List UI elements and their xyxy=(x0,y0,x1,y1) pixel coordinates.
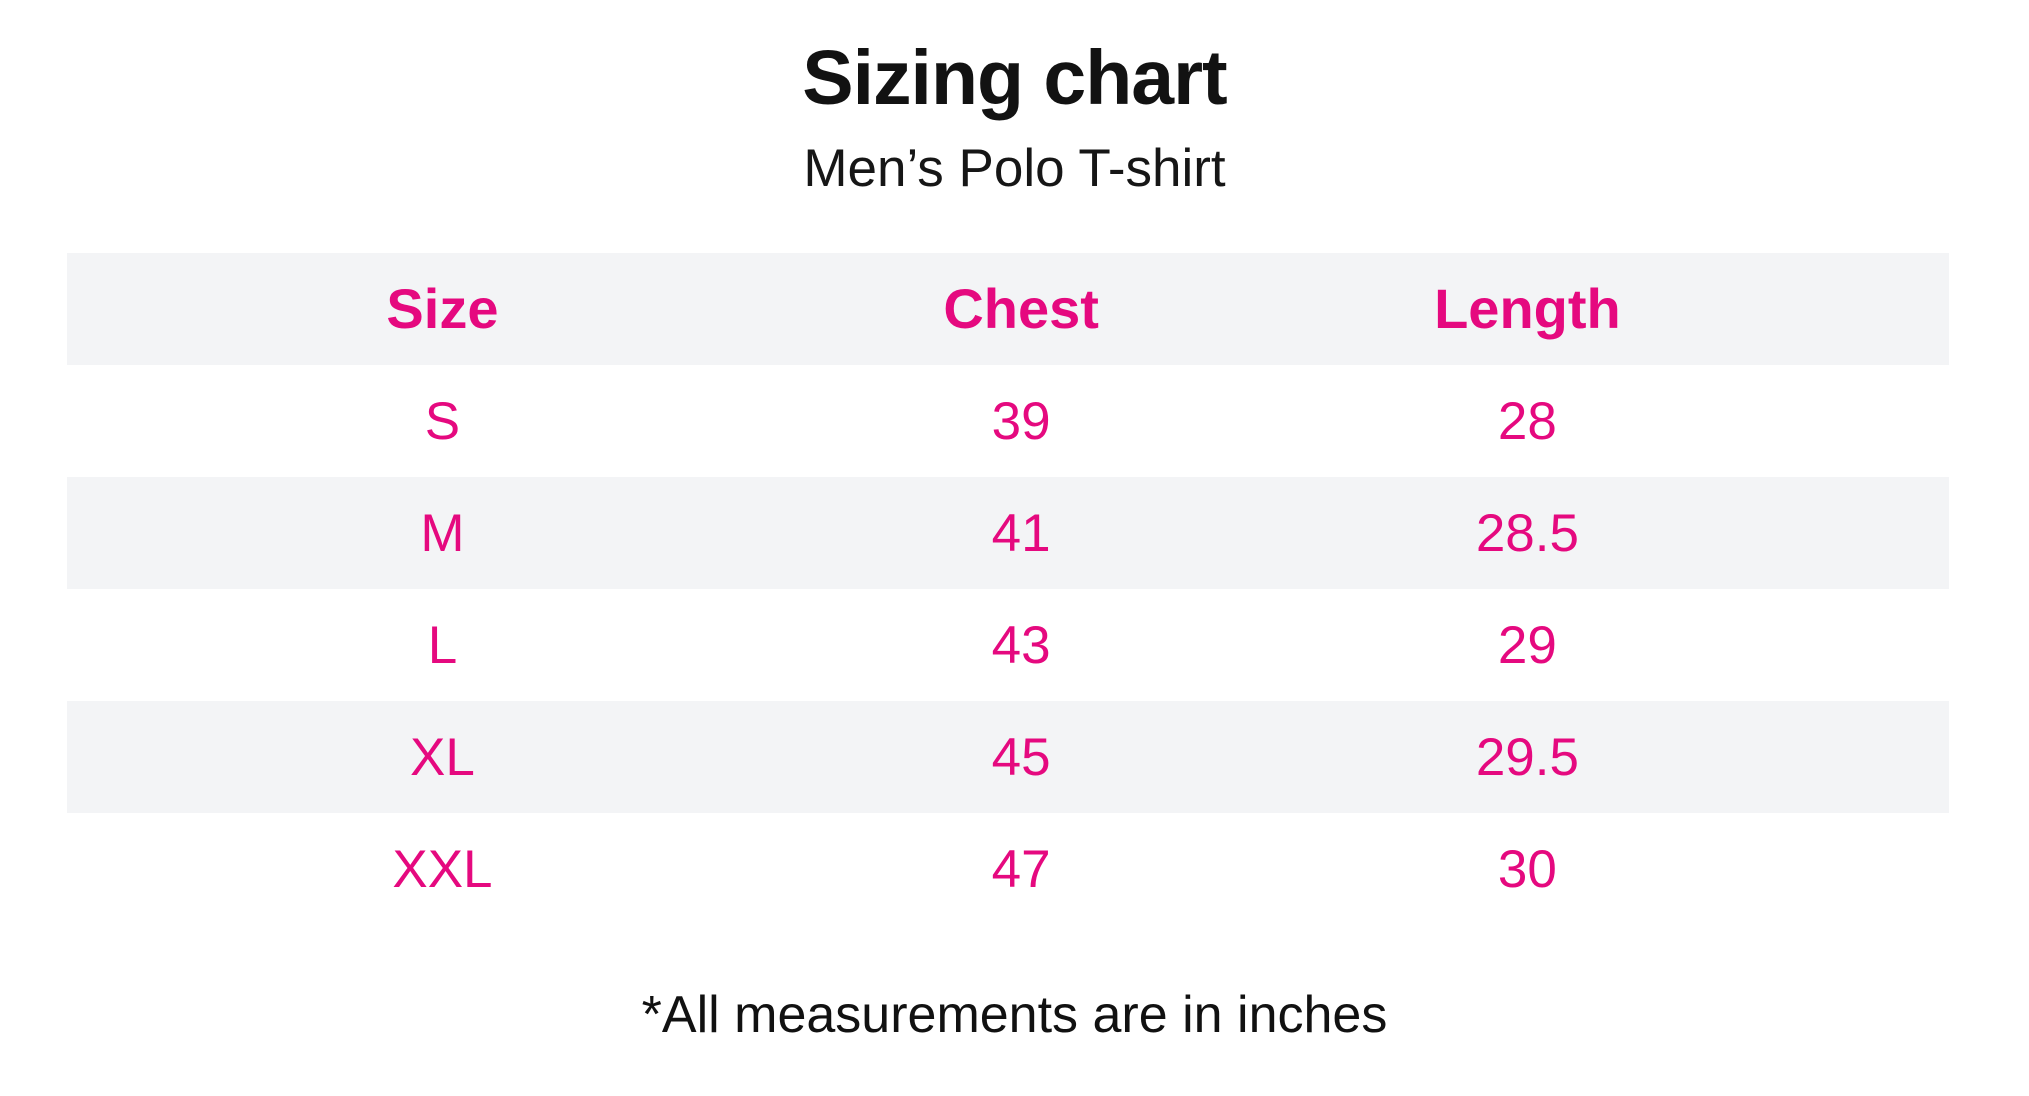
length-cell: 29 xyxy=(1497,615,1557,675)
chest-cell: 39 xyxy=(991,391,1051,451)
table-row: L 43 29 xyxy=(67,589,1949,701)
length-cell: 28 xyxy=(1497,391,1557,451)
length-cell: 30 xyxy=(1497,839,1557,899)
page-subtitle: Men’s Polo T-shirt xyxy=(803,138,1226,198)
col-header-size: Size xyxy=(386,277,499,340)
page-title: Sizing chart xyxy=(802,35,1227,121)
table-row: XL 45 29.5 xyxy=(67,701,1949,813)
chest-cell: 43 xyxy=(991,615,1051,675)
sizing-table: Size Chest Length S 39 28 M 41 28.5 L 43… xyxy=(67,253,1949,925)
size-cell: L xyxy=(427,615,458,675)
size-cell: XXL xyxy=(392,839,493,899)
size-cell: S xyxy=(424,391,461,451)
size-cell: M xyxy=(420,503,465,563)
measurements-footnote: *All measurements are in inches xyxy=(641,986,1388,1044)
table-row: M 41 28.5 xyxy=(67,477,1949,589)
table-header-row: Size Chest Length xyxy=(67,253,1949,365)
chest-cell: 47 xyxy=(991,839,1051,899)
chest-cell: 41 xyxy=(991,503,1051,563)
col-header-length: Length xyxy=(1434,277,1621,340)
table-row: XXL 47 30 xyxy=(67,813,1949,925)
chest-cell: 45 xyxy=(991,727,1051,787)
length-cell: 29.5 xyxy=(1475,727,1579,787)
size-cell: XL xyxy=(410,727,475,787)
col-header-chest: Chest xyxy=(943,277,1099,340)
table-row: S 39 28 xyxy=(67,365,1949,477)
length-cell: 28.5 xyxy=(1475,503,1579,563)
